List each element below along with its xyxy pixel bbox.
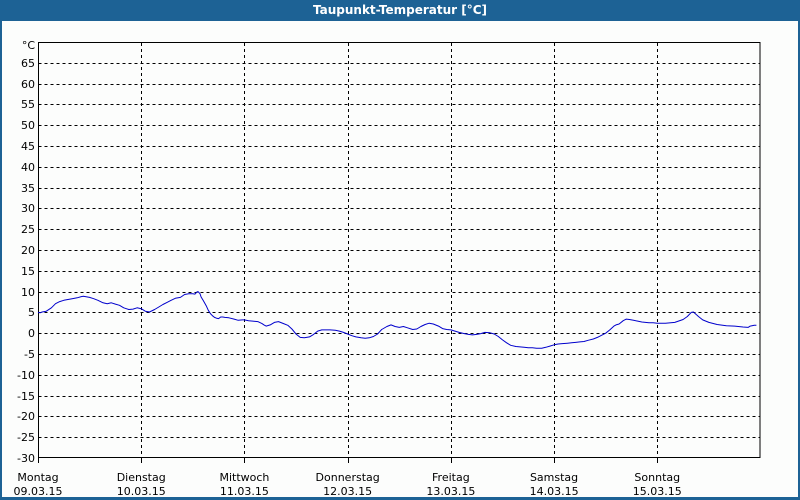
y-axis-tick-label: 60	[21, 78, 35, 91]
y-axis-tick-label: 5	[28, 306, 35, 319]
x-axis-date-label: 09.03.15	[14, 485, 63, 497]
x-axis-date-label: 11.03.15	[220, 485, 269, 497]
x-axis-date-label: 10.03.15	[117, 485, 166, 497]
y-axis-tick-label: -5	[24, 348, 35, 361]
chart-title: Taupunkt-Temperatur [°C]	[312, 3, 488, 17]
x-axis-date-label: 15.03.15	[633, 485, 682, 497]
y-axis-tick-label: -10	[17, 369, 35, 382]
chart-area: 65 60 55 50 45 40 35 30 25 20 15 10 5 0 -5 -10 -15 -20 -25…	[2, 21, 798, 497]
y-axis-tick-label: 15	[21, 265, 35, 278]
x-axis-day-label: Montag	[17, 471, 58, 484]
y-axis-tick-label: 50	[21, 119, 35, 132]
temperature-line	[37, 291, 757, 349]
y-axis-unit-label: °C	[22, 39, 36, 52]
y-axis-tick-label: -15	[17, 390, 35, 403]
x-axis-day-label: Freitag	[432, 471, 470, 484]
y-axis-tick-label: 55	[21, 98, 35, 111]
y-axis-tick-label: -30	[17, 452, 35, 465]
y-axis-tick-label: 25	[21, 223, 35, 236]
x-axis-day-label: Dienstag	[117, 471, 166, 484]
y-axis-tick-label: 65	[21, 57, 35, 70]
y-axis-tick-label: 30	[21, 202, 35, 215]
x-axis-day-label: Donnerstag	[316, 471, 380, 484]
y-axis-tick-label: 40	[21, 161, 35, 174]
window-titlebar: Taupunkt-Temperatur [°C]	[2, 0, 798, 21]
x-axis-date-label: 14.03.15	[530, 485, 579, 497]
x-axis-day-label: Samstag	[530, 471, 578, 484]
chart-plot: 65605550454035302520151050-5-10-15-20-25…	[14, 39, 761, 497]
y-axis-tick-label: 20	[21, 244, 35, 257]
x-axis-day-label: Sonntag	[634, 471, 680, 484]
y-axis-tick-label: -25	[17, 431, 35, 444]
x-axis-day-label: Mittwoch	[219, 471, 269, 484]
y-axis-tick-label: 10	[21, 286, 35, 299]
plot-border	[38, 42, 761, 458]
y-axis-tick-label: 0	[28, 327, 35, 340]
y-axis-tick-label: 45	[21, 140, 35, 153]
y-axis-tick-label: 35	[21, 182, 35, 195]
x-axis-date-label: 13.03.15	[426, 485, 475, 497]
x-axis-date-label: 12.03.15	[323, 485, 372, 497]
y-axis-tick-label: -20	[17, 410, 35, 423]
